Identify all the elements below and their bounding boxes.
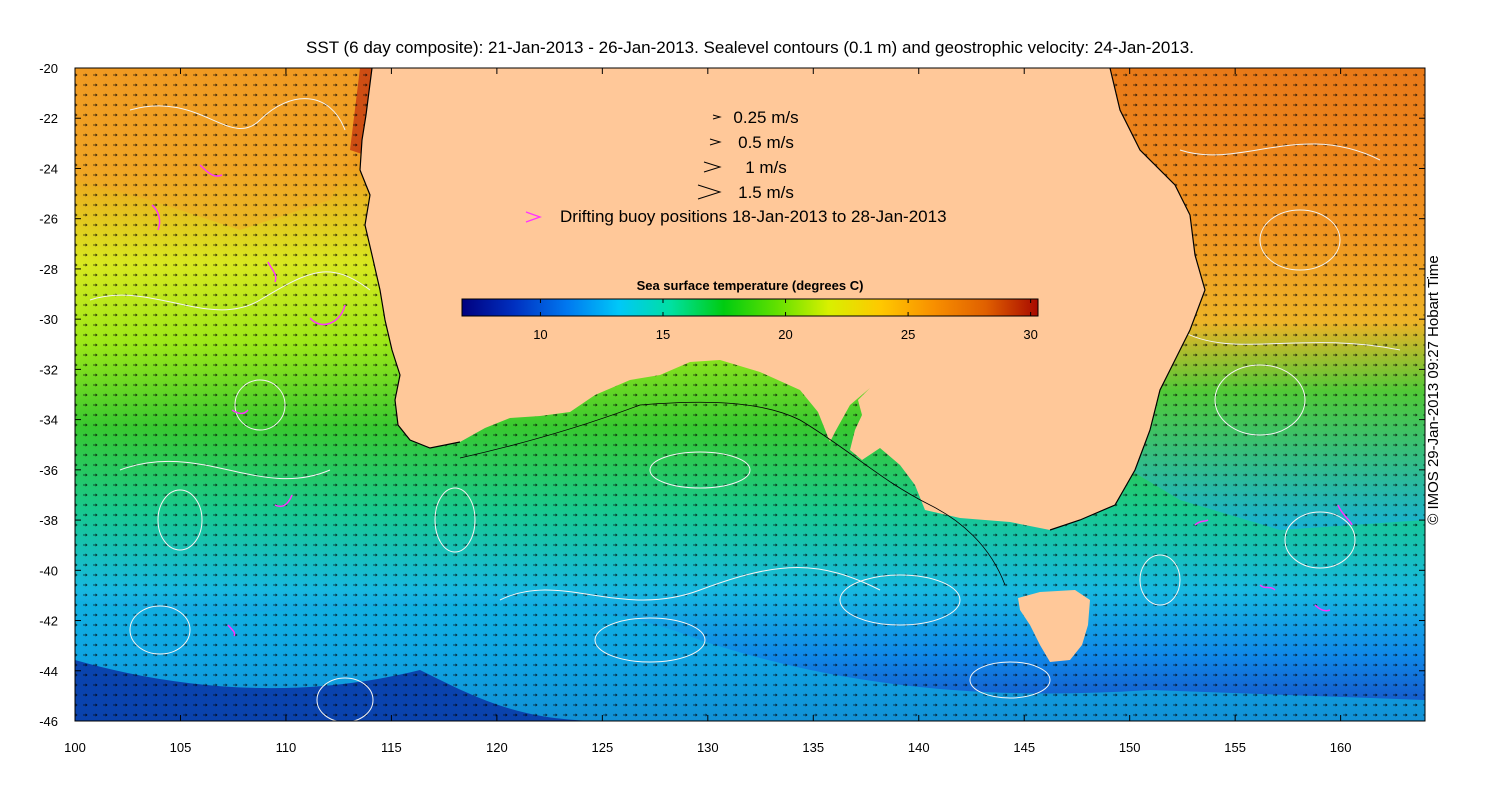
colorbar-bar [461, 298, 1039, 317]
speed-label: 0.25 m/s [733, 108, 798, 127]
sealevel-contours [89, 98, 1401, 721]
y-tick-label: -32 [39, 362, 58, 377]
x-tick-label: 140 [908, 740, 930, 755]
x-tick-label: 110 [276, 740, 297, 755]
plot-frame [74, 67, 1426, 722]
figure-title: SST (6 day composite): 21-Jan-2013 - 26-… [306, 38, 1194, 57]
speed-label: 0.5 m/s [738, 133, 794, 152]
x-tick-label: 120 [486, 740, 508, 755]
x-tick-label: 100 [64, 740, 86, 755]
buoy-marker-icon [525, 211, 542, 223]
colorbar: Sea surface temperature (degrees C) 10 15… [461, 278, 1039, 342]
speed-label: 1 m/s [745, 158, 787, 177]
colorbar-tick-label: 20 [778, 327, 792, 342]
y-axis: -20 -22 -24 -26 -28 -30 -32 -34 -36 -38 -40 -42 -44 -… [39, 61, 1425, 729]
colorbar-ticks: 10 15 20 25 30 [533, 299, 1038, 342]
shelf-contour [459, 401, 1006, 586]
colorbar-tick-label: 30 [1023, 327, 1037, 342]
speed-arrow-icon [697, 184, 722, 200]
y-tick-label: -30 [39, 312, 58, 327]
y-tick-label: -44 [39, 664, 58, 679]
x-tick-label: 125 [591, 740, 613, 755]
colorbar-tick-label: 15 [656, 327, 670, 342]
x-tick-label: 155 [1224, 740, 1246, 755]
colorbar-tick-label: 25 [901, 327, 915, 342]
speed-label: 1.5 m/s [738, 183, 794, 202]
x-tick-label: 145 [1013, 740, 1035, 755]
y-tick-label: -46 [39, 714, 58, 729]
y-tick-label: -20 [39, 61, 58, 76]
drifting-buoy-tracks [151, 164, 1353, 637]
y-tick-label: -24 [39, 161, 58, 176]
y-tick-label: -34 [39, 413, 58, 428]
coastline-west [359, 68, 461, 449]
speed-arrow-icon [703, 161, 722, 173]
x-tick-label: 115 [381, 740, 402, 755]
y-tick-label: -28 [39, 262, 58, 277]
x-tick-label: 135 [802, 740, 824, 755]
colorbar-label: Sea surface temperature (degrees C) [637, 278, 864, 293]
credit-label: © IMOS 29-Jan-2013 09:27 Hobart Time [1425, 255, 1442, 525]
y-tick-label: -26 [39, 212, 58, 227]
y-tick-label: -42 [39, 614, 58, 629]
y-tick-label: -38 [39, 513, 58, 528]
x-tick-label: 160 [1330, 740, 1352, 755]
x-tick-label: 105 [170, 740, 192, 755]
buoy-legend-label: Drifting buoy positions 18-Jan-2013 to 2… [560, 207, 947, 226]
y-tick-label: -22 [39, 111, 58, 126]
tasmania [1018, 590, 1090, 662]
colorbar-tick-label: 10 [533, 327, 547, 342]
coastline-east [1049, 68, 1206, 531]
y-tick-label: -40 [39, 563, 58, 578]
velocity-legend: 0.25 m/s 0.5 m/s 1 m/s 1.5 m/s [697, 108, 799, 202]
y-tick-label: -36 [39, 463, 58, 478]
x-tick-label: 150 [1119, 740, 1141, 755]
speed-arrow-icon [712, 114, 722, 120]
x-tick-label: 130 [697, 740, 719, 755]
buoy-legend: Drifting buoy positions 18-Jan-2013 to 2… [525, 207, 947, 226]
x-axis: 100 105 110 115 120 125 130 135 140 145 150 155 160 [64, 68, 1351, 755]
speed-arrow-icon [709, 138, 722, 146]
